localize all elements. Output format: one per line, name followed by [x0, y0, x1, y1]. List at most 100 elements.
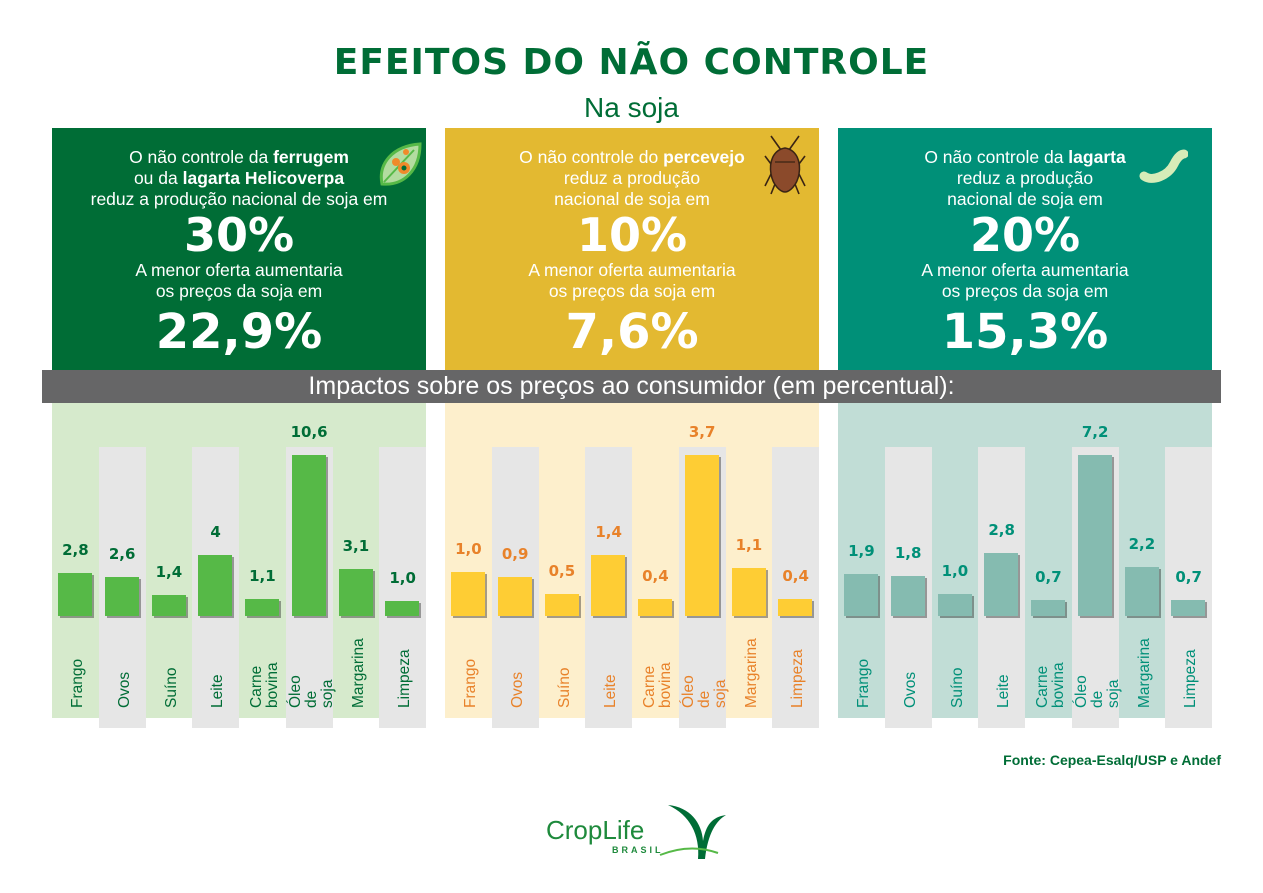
bar-4	[1031, 600, 1065, 616]
bar-7	[385, 600, 420, 616]
bar-1	[104, 576, 139, 616]
data-label: 7,2	[1081, 423, 1109, 441]
impact-box-3: O não controle da lagarta reduz a produçã…	[838, 128, 1212, 370]
data-label: 1,0	[455, 540, 482, 559]
category-label: FrangoFrango	[840, 608, 887, 708]
bar-1	[890, 575, 925, 616]
intro-line: ou da lagarta Helicoverpa	[52, 168, 426, 189]
category-label: MargarinaMargarina	[728, 608, 775, 708]
intro-line: O não controle da ferrugem	[52, 147, 426, 168]
data-label: 1,1	[249, 567, 276, 586]
bar-6	[1124, 566, 1159, 616]
data-label: 0,7	[1175, 568, 1202, 587]
price-text: os preços da soja em	[548, 281, 716, 301]
bar-5	[1077, 455, 1112, 616]
intro-text: O não controle da	[129, 147, 274, 167]
bar-1	[497, 576, 532, 616]
price-increase: 22,9%	[155, 304, 323, 360]
data-label: 1,9	[848, 541, 875, 560]
bar-2	[151, 594, 186, 616]
category-label: OvosOvos	[887, 608, 934, 708]
category-word: bovina	[263, 662, 281, 708]
intro-text: lagarta Helicoverpa	[182, 168, 345, 188]
category-label: Carne bovinaCarnebovina	[241, 608, 288, 708]
category-word: Limpeza	[1181, 649, 1199, 708]
intro-line: reduz a produção	[838, 168, 1212, 189]
data-label: 2,6	[108, 544, 136, 563]
price-text: A menor oferta aumentaria	[528, 260, 736, 280]
category-word: Óleo	[286, 675, 304, 708]
price-chart-3: 1,9 FrangoFrango 1,8 OvosOvos 1,0 SuínoSuíno 2…	[838, 403, 1214, 728]
data-label: 4	[210, 523, 221, 542]
category-label: MargarinaMargarina	[335, 608, 382, 708]
intro-text: reduz a produção	[956, 168, 1094, 188]
category-word: Suíno	[555, 667, 572, 708]
data-label: 0,4	[782, 566, 809, 585]
data-label: 2,8	[62, 541, 89, 560]
category-label: OvosOvos	[101, 608, 148, 708]
column-bg	[1165, 447, 1213, 728]
bar-3	[591, 555, 626, 616]
bar-4	[638, 598, 672, 616]
category-word: Leite	[994, 674, 1012, 708]
category-word: soja	[1104, 679, 1122, 708]
bar-6	[731, 568, 766, 616]
production-loss: 30%	[183, 208, 295, 262]
category-label: Óleo de sojaÓleodesoja	[679, 608, 729, 708]
category-word: soja	[711, 679, 729, 708]
category-word: de	[302, 690, 320, 708]
data-label: 10,6	[290, 423, 328, 441]
intro-line: O não controle da lagarta	[838, 147, 1212, 168]
category-word: Suíno	[948, 667, 965, 708]
category-label: SuínoSuíno	[148, 608, 195, 708]
intro-text: O não controle da	[924, 147, 1069, 167]
price-text: A menor oferta aumentaria	[921, 260, 1129, 280]
intro-text: reduz a produção nacional de soja em	[90, 189, 388, 209]
bar-0	[451, 572, 485, 616]
bar-0	[58, 573, 92, 616]
data-label: 0,7	[1035, 568, 1062, 587]
category-word: Margarina	[349, 638, 366, 708]
impact-box-1: O não controle da ferrugem ou da lagarta …	[52, 128, 426, 370]
bar-3	[198, 555, 233, 616]
price-chart-2: 1,0 FrangoFrango 0,9 OvosOvos 0,5 SuínoSuíno 1…	[445, 403, 821, 728]
category-word: Limpeza	[788, 649, 806, 708]
stink-bug-icon	[763, 134, 807, 201]
category-label: FrangoFrango	[447, 608, 494, 708]
category-label: LeiteLeite	[194, 608, 241, 708]
category-word: Suíno	[162, 667, 179, 708]
category-word: Margarina	[742, 638, 759, 708]
bar-5	[291, 455, 326, 616]
category-label: MargarinaMargarina	[1121, 608, 1168, 708]
column-bg	[379, 447, 427, 728]
category-label: LimpezaLimpeza	[1167, 608, 1214, 708]
price-text: A menor oferta aumentaria	[135, 260, 343, 280]
category-word: Carne	[1033, 665, 1051, 708]
intro-text: ferrugem	[273, 147, 349, 167]
category-label: OvosOvos	[494, 608, 541, 708]
price-text: os preços da soja em	[155, 281, 323, 301]
bar-0	[844, 573, 878, 616]
category-word: Leite	[601, 674, 619, 708]
price-chart-1: 2,8 FrangoFrango 2,6 OvosOvos 1,4 SuínoSuíno 4…	[52, 403, 427, 728]
intro-line: nacional de soja em	[445, 189, 819, 210]
intro-line: reduz a produção nacional de soja em	[52, 189, 426, 210]
intro-text: ou da	[133, 168, 183, 188]
category-label: LeiteLeite	[587, 608, 634, 708]
intro-text: nacional de soja em	[554, 189, 710, 209]
category-word: de	[1088, 690, 1106, 708]
production-loss: 10%	[576, 208, 688, 262]
category-word: Limpeza	[395, 649, 413, 708]
category-label: Carne bovinaCarnebovina	[634, 608, 681, 708]
intro-line: reduz a produção	[445, 168, 819, 189]
category-word: Frango	[854, 658, 872, 708]
source-note: Fonte: Cepea-Esalq/USP e Andef	[1003, 752, 1221, 768]
data-label: 1,4	[155, 562, 183, 581]
data-label: 0,9	[501, 544, 529, 563]
category-word: Ovos	[115, 671, 133, 708]
intro-text: nacional de soja em	[947, 189, 1103, 209]
category-label: Óleo de sojaÓleodesoja	[1072, 608, 1122, 708]
category-label: LimpezaLimpeza	[774, 608, 821, 708]
category-label: Carne bovinaCarnebovina	[1027, 608, 1074, 708]
data-label: 2,2	[1128, 534, 1156, 553]
